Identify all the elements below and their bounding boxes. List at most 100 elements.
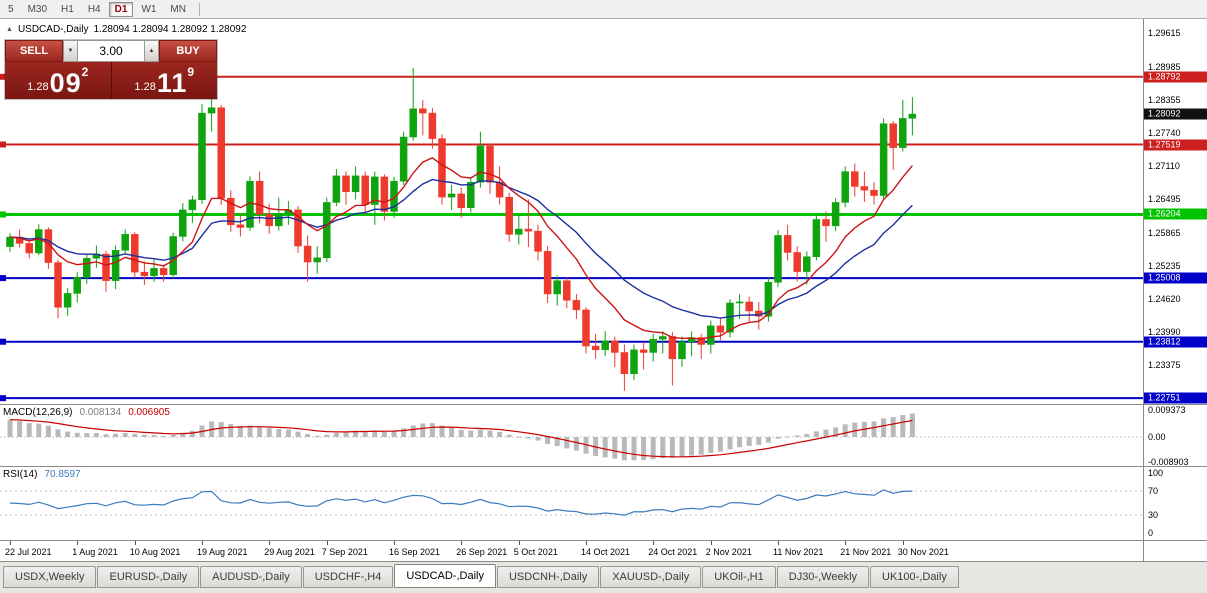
price-tick: 1.23990 (1148, 327, 1181, 338)
price-line-tag-1.26204[interactable]: 1.26204 (1144, 208, 1207, 220)
timeframe-button-mn[interactable]: MN (170, 3, 186, 15)
sell-button[interactable]: SELL (5, 40, 63, 62)
panel-separator[interactable] (0, 540, 1207, 541)
collapse-panel-icon[interactable]: ▲ (6, 26, 13, 33)
volume-input[interactable] (78, 40, 144, 62)
volume-increase-button[interactable]: ▲ (144, 40, 159, 62)
current-price-tag: 1.28092 (1144, 108, 1207, 120)
chart-title: ▲ USDCAD-,Daily 1.28094 1.28094 1.28092 … (6, 24, 246, 35)
time-tick (710, 541, 712, 545)
price-line-tag-1.28792[interactable]: 1.28792 (1144, 71, 1207, 83)
date-label-1-aug-2021: 1 Aug 2021 (72, 547, 118, 557)
date-label-24-oct-2021: 24 Oct 2021 (648, 547, 698, 557)
rsi-scale-100: 100 (1148, 468, 1164, 478)
timeframe-button-h4[interactable]: H4 (87, 3, 101, 15)
timeframe-button-w1[interactable]: W1 (141, 3, 157, 15)
macd-label: MACD(12,26,9) 0.008134 0.006905 (3, 407, 170, 418)
sell-price-button[interactable]: 1.28 09 2 (5, 62, 111, 99)
timeframe-button-5[interactable]: 5 (8, 3, 14, 15)
rsi-indicator-canvas[interactable] (0, 467, 1143, 540)
price-tick: 1.28985 (1148, 61, 1181, 72)
macd-signal-line (9, 419, 913, 458)
ma-fast-line (9, 156, 913, 341)
level-line-anchor (0, 211, 6, 218)
price-line-tag-1.22751[interactable]: 1.22751 (1144, 392, 1207, 404)
tab-usdcad-daily[interactable]: USDCAD-,Daily (394, 564, 496, 588)
macd-indicator-panel[interactable]: MACD(12,26,9) 0.008134 0.006905 (0, 405, 1143, 466)
time-tick (202, 541, 203, 545)
price-chart-canvas[interactable] (0, 18, 1143, 404)
level-line-anchor (0, 395, 6, 402)
tab-dj30-weekly[interactable]: DJ30-,Weekly (776, 566, 870, 588)
macd-indicator-canvas[interactable] (0, 405, 1143, 466)
buy-button[interactable]: BUY (159, 40, 217, 62)
time-tick (326, 541, 328, 545)
tab-xauusd-daily[interactable]: XAUUSD-,Daily (600, 566, 702, 588)
chart-tab-strip: USDX,Weekly EURUSD-,Daily AUDUSD-,Daily USD… (0, 562, 1207, 593)
chevron-up-icon: ▲ (148, 48, 155, 54)
date-label-21-nov-2021: 21 Nov 2021 (840, 547, 892, 557)
price-tick: 1.25865 (1148, 227, 1181, 238)
time-tick (845, 541, 847, 545)
tab-usdchf-h4[interactable]: USDCHF-,H4 (302, 566, 394, 588)
date-label-7-sep-2021: 7 Sep 2021 (321, 547, 368, 557)
price-line-tag-1.23812[interactable]: 1.23812 (1144, 336, 1207, 348)
macd-signal-value: 0.006905 (128, 407, 170, 418)
price-tick: 1.26495 (1148, 193, 1181, 204)
time-tick (77, 541, 79, 545)
level-line-anchor (0, 141, 6, 148)
price-tick: 1.24620 (1148, 293, 1181, 304)
chevron-down-icon: ▼ (67, 48, 74, 54)
volume-decrease-button[interactable]: ▼ (63, 40, 78, 62)
rsi-scale-30: 30 (1148, 510, 1159, 520)
price-scale[interactable]: 1.29615 1.28985 1.28355 1.27740 1.27110 1.264… (1143, 18, 1207, 561)
tab-uk100-daily[interactable]: UK100-,Daily (870, 566, 959, 588)
timeframe-buttons: 5 M30 H1 H4 D1 W1 MN (1, 1, 193, 17)
price-line-tag-1.25008[interactable]: 1.25008 (1144, 272, 1207, 284)
chart-tabs: USDX,Weekly EURUSD-,Daily AUDUSD-,Daily USD… (0, 562, 1207, 588)
timeframe-button-h1[interactable]: H1 (61, 3, 74, 15)
level-line-anchor (0, 73, 6, 80)
date-label-26-sep-2021: 26 Sep 2021 (456, 547, 508, 557)
macd-scale-max: 0.009373 (1148, 405, 1186, 415)
tab-ukoil-h1[interactable]: UKOil-,H1 (702, 566, 776, 588)
rsi-indicator-panel[interactable]: RSI(14) 70.8597 (0, 467, 1143, 540)
price-tick: 1.25235 (1148, 261, 1181, 272)
tab-eurusd-daily[interactable]: EURUSD-,Daily (97, 566, 200, 588)
timeframe-button-d1[interactable]: D1 (108, 1, 134, 17)
ma-slow-line (9, 178, 913, 319)
horizontal-level-lines (0, 73, 1143, 402)
sell-price-prefix: 1.28 (27, 81, 49, 93)
price-line-tag-1.27519[interactable]: 1.27519 (1144, 139, 1207, 150)
buy-price-button[interactable]: 1.28 11 9 (110, 62, 217, 99)
date-label-14-oct-2021: 14 Oct 2021 (581, 547, 631, 557)
panel-separator[interactable] (0, 404, 1207, 405)
date-label-11-nov-2021: 11 Nov 2021 (773, 547, 824, 557)
date-label-2-nov-2021: 2 Nov 2021 (705, 547, 752, 557)
panel-separator[interactable] (0, 466, 1207, 467)
time-tick (518, 541, 520, 545)
date-label-19-aug-2021: 19 Aug 2021 (197, 547, 248, 557)
tab-audusd-daily[interactable]: AUDUSD-,Daily (200, 566, 302, 588)
time-tick (586, 541, 587, 545)
buy-price-big: 11 (156, 68, 188, 98)
timeframe-toolbar: 5 M30 H1 H4 D1 W1 MN (0, 0, 1207, 19)
tab-usdx-weekly[interactable]: USDX,Weekly (3, 566, 97, 588)
toolbar-divider (198, 2, 200, 16)
buy-price-sup: 9 (187, 65, 195, 79)
symbol-title: USDCAD-,Daily (17, 24, 89, 35)
time-axis[interactable]: 22 Jul 2021 1 Aug 2021 10 Aug 2021 19 Aug 2… (0, 541, 1143, 561)
level-line-anchor (0, 275, 6, 282)
rsi-scale-0: 0 (1148, 528, 1154, 538)
price-chart-panel[interactable]: ▲ USDCAD-,Daily 1.28094 1.28094 1.28092 … (0, 18, 1143, 404)
price-tick: 1.27110 (1148, 161, 1180, 172)
time-tick (653, 541, 655, 545)
macd-scale-min: -0.008903 (1148, 457, 1189, 467)
time-tick (269, 541, 271, 545)
tab-usdcnh-daily[interactable]: USDCNH-,Daily (496, 566, 600, 588)
macd-histogram (7, 413, 915, 461)
timeframe-button-m30[interactable]: M30 (27, 3, 48, 15)
macd-main-value: 0.008134 (79, 407, 122, 418)
candlestick-series (6, 67, 917, 391)
